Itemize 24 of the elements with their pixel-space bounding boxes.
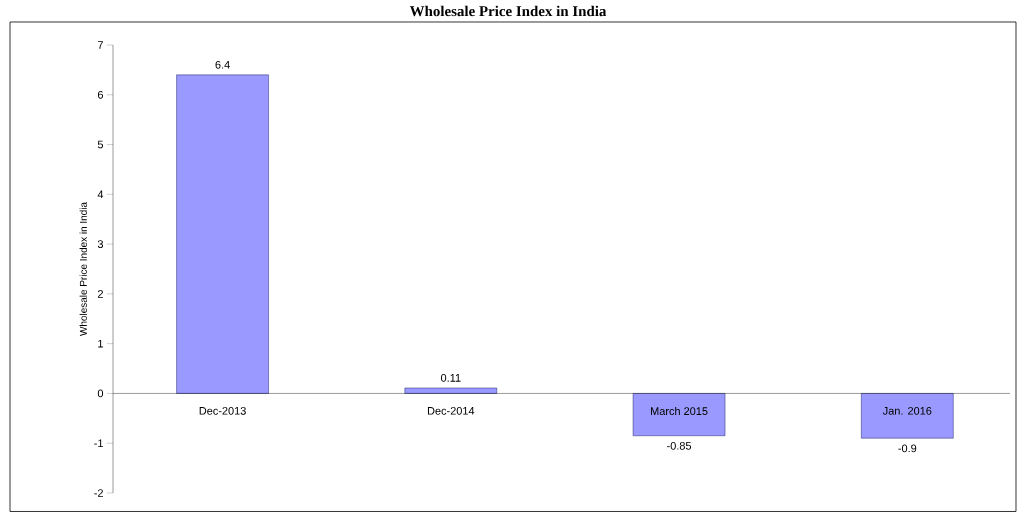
- y-axis-title: Wholesale Price Index in India: [79, 202, 87, 336]
- bar: [861, 393, 954, 439]
- y-tick-label: 5: [97, 140, 104, 149]
- y-tick-label: 4: [97, 190, 104, 199]
- bar: [632, 393, 726, 436]
- data-label: -0.9: [898, 444, 917, 453]
- data-label: -0.85: [667, 441, 692, 450]
- x-tick-label: Dec-2014: [427, 406, 475, 415]
- y-tick-label: -2: [94, 489, 103, 497]
- data-label: 6.4: [215, 60, 230, 69]
- y-tick-label: 2: [97, 290, 103, 298]
- bar: [176, 74, 269, 394]
- chart-title: Wholesale Price Index in India: [409, 5, 607, 17]
- x-tick-label: Dec-2013: [199, 406, 246, 415]
- y-tick-label: 6: [97, 90, 103, 99]
- bar: [404, 387, 498, 394]
- y-tick-label: 0: [97, 389, 104, 398]
- x-tick-label: March 2015: [651, 406, 708, 415]
- x-tick-label: Jan. 2016: [882, 406, 932, 415]
- y-tick-label: 1: [98, 339, 103, 348]
- data-label: 0.11: [440, 374, 461, 382]
- y-tick-label: 7: [97, 41, 103, 49]
- y-tick-label: -1: [94, 439, 103, 447]
- y-tick-label: 3: [97, 240, 103, 248]
